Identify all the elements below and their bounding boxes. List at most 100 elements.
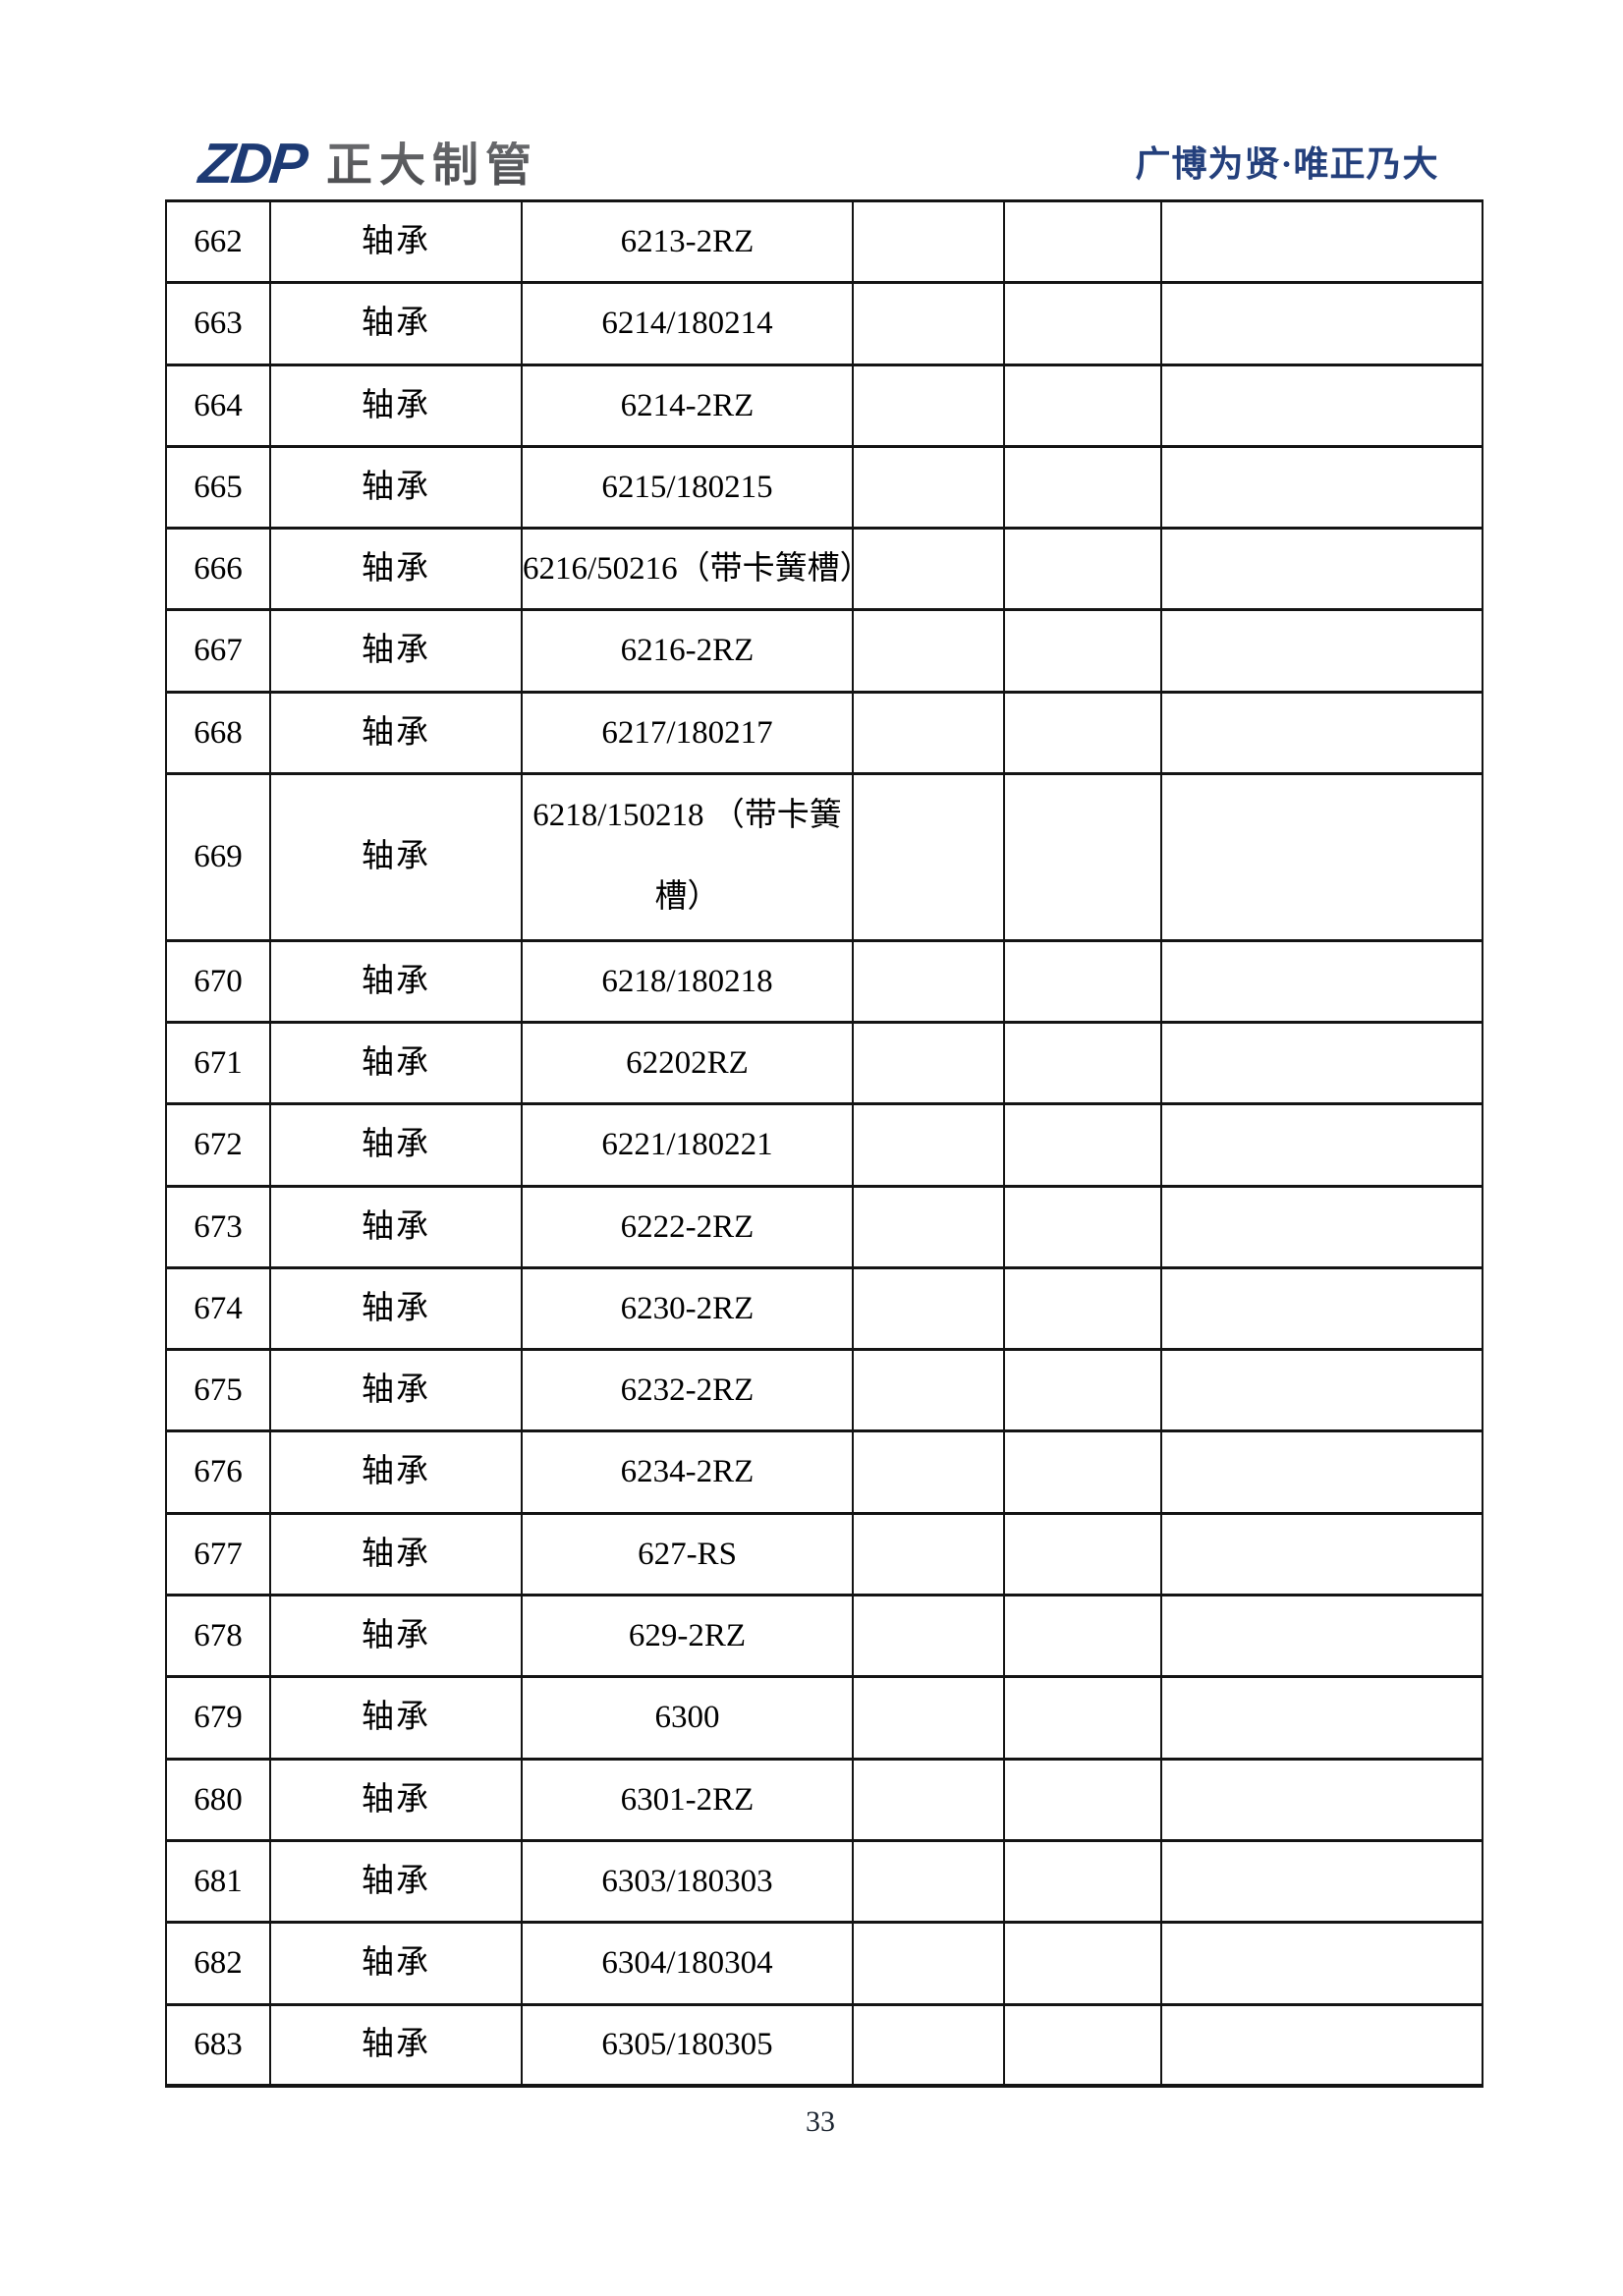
table-row: 681 轴承 6303/180303 <box>166 1840 1483 1923</box>
company-slogan: 广博为贤·唯正乃大 <box>1135 144 1439 184</box>
part-name-cell: 轴承 <box>269 1103 522 1187</box>
part-spec-cell: 6218/150218 （带卡簧 槽） <box>521 773 853 941</box>
part-name-cell: 轴承 <box>269 446 522 529</box>
part-spec-cell: 6213-2RZ <box>521 200 853 283</box>
empty-cell <box>1160 528 1483 610</box>
table-row: 666 轴承 6216/50216（带卡簧槽） <box>166 528 1483 610</box>
empty-cell <box>1003 2004 1161 2087</box>
empty-cell <box>1003 200 1161 283</box>
table-row: 679 轴承 6300 <box>166 1676 1483 1760</box>
company-logo: ZDP 正大制管 <box>196 132 538 196</box>
row-number-cell: 672 <box>194 1127 243 1163</box>
empty-cell <box>1003 692 1161 774</box>
row-number-cell: 675 <box>194 1372 243 1409</box>
empty-cell <box>1003 364 1161 447</box>
row-number-cell: 677 <box>194 1536 243 1572</box>
empty-cell <box>852 1595 1004 1677</box>
part-spec-cell: 629-2RZ <box>521 1595 853 1677</box>
part-spec-cell: 6230-2RZ <box>521 1267 853 1350</box>
row-number-cell: 664 <box>194 387 243 423</box>
empty-cell <box>1003 940 1161 1023</box>
empty-cell <box>1003 1759 1161 1841</box>
empty-cell <box>1003 1103 1161 1187</box>
part-name-cell: 轴承 <box>269 1349 522 1431</box>
table-row: 676 轴承 6234-2RZ <box>166 1430 1483 1514</box>
row-number-cell: 674 <box>194 1290 243 1326</box>
empty-cell <box>1160 1349 1483 1431</box>
empty-cell <box>852 940 1004 1023</box>
part-spec-cell: 6216-2RZ <box>521 609 853 693</box>
empty-cell <box>1003 1922 1161 2005</box>
row-number-cell: 670 <box>194 963 243 999</box>
part-spec-cell: 6221/180221 <box>521 1103 853 1187</box>
empty-cell <box>1003 1840 1161 1923</box>
empty-cell <box>852 1022 1004 1104</box>
empty-cell <box>1003 528 1161 610</box>
part-name-cell: 轴承 <box>269 773 522 941</box>
empty-cell <box>852 1759 1004 1841</box>
part-spec-line: 槽） <box>654 879 720 916</box>
part-name-cell: 轴承 <box>269 692 522 774</box>
part-spec-cell: 6214/180214 <box>521 282 853 365</box>
empty-cell <box>852 692 1004 774</box>
empty-cell <box>1160 282 1483 365</box>
table-row: 673 轴承 6222-2RZ <box>166 1186 1483 1268</box>
empty-cell <box>1003 1186 1161 1268</box>
empty-cell <box>1003 1267 1161 1350</box>
part-name-cell: 轴承 <box>269 1595 522 1677</box>
empty-cell <box>852 446 1004 529</box>
empty-cell <box>852 528 1004 610</box>
empty-cell <box>1160 1430 1483 1514</box>
empty-cell <box>852 1186 1004 1268</box>
part-name-cell: 轴承 <box>269 1513 522 1596</box>
part-name-cell: 轴承 <box>269 1186 522 1268</box>
part-name-cell: 轴承 <box>269 1922 522 2005</box>
row-number-cell: 671 <box>194 1044 243 1081</box>
table-row: 662 轴承 6213-2RZ <box>166 200 1483 283</box>
part-name-cell: 轴承 <box>269 2004 522 2087</box>
empty-cell <box>1160 773 1483 941</box>
table-row: 665 轴承 6215/180215 <box>166 446 1483 529</box>
row-number-cell: 673 <box>194 1208 243 1245</box>
empty-cell <box>1003 446 1161 529</box>
zdp-logo-icon: ZDP <box>196 132 308 196</box>
part-spec-cell: 6218/180218 <box>521 940 853 1023</box>
table-row: 671 轴承 62202RZ <box>166 1022 1483 1104</box>
empty-cell <box>852 1922 1004 2005</box>
row-number-cell: 662 <box>194 224 243 259</box>
parts-table: 662 轴承 6213-2RZ 663 轴承 6214/180214 664 轴承 6214-2… <box>165 199 1483 2089</box>
part-spec-cell: 627-RS <box>521 1513 853 1596</box>
empty-cell <box>1003 1676 1161 1760</box>
empty-cell <box>852 609 1004 693</box>
part-name-cell: 轴承 <box>269 940 522 1023</box>
part-spec-cell: 6234-2RZ <box>521 1430 853 1514</box>
empty-cell <box>1160 1186 1483 1268</box>
table-row: 682 轴承 6304/180304 <box>166 1922 1483 2005</box>
empty-cell <box>852 1430 1004 1514</box>
part-spec-cell: 6217/180217 <box>521 692 853 774</box>
empty-cell <box>1160 1513 1483 1596</box>
table-row: 677 轴承 627-RS <box>166 1513 1483 1596</box>
part-spec-cell: 6214-2RZ <box>521 364 853 447</box>
part-name-cell: 轴承 <box>269 282 522 365</box>
empty-cell <box>1160 1840 1483 1923</box>
part-spec-line: 6218/150218 （带卡簧 <box>532 798 842 834</box>
empty-cell <box>1003 1513 1161 1596</box>
empty-cell <box>852 1676 1004 1760</box>
part-name-cell: 轴承 <box>269 528 522 610</box>
table-row: 664 轴承 6214-2RZ <box>166 364 1483 447</box>
empty-cell <box>1003 773 1161 941</box>
table-row: 680 轴承 6301-2RZ <box>166 1759 1483 1841</box>
part-spec-cell: 6216/50216（带卡簧槽） <box>521 528 872 610</box>
empty-cell <box>852 1513 1004 1596</box>
empty-cell <box>1160 1267 1483 1350</box>
table-row: 668 轴承 6217/180217 <box>166 692 1483 774</box>
empty-cell <box>1003 1349 1161 1431</box>
empty-cell <box>852 200 1004 283</box>
part-name-cell: 轴承 <box>269 1676 522 1760</box>
part-spec-cell: 62202RZ <box>521 1022 853 1104</box>
empty-cell <box>1160 446 1483 529</box>
part-name-cell: 轴承 <box>269 364 522 447</box>
part-spec-cell: 6305/180305 <box>521 2004 853 2087</box>
